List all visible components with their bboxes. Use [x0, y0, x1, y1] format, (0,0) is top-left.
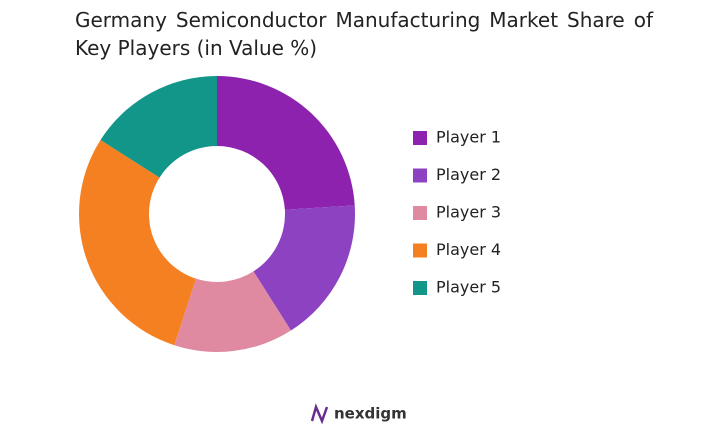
legend-swatch [413, 243, 427, 258]
logo-icon [310, 403, 329, 425]
legend-label: Player 3 [436, 203, 501, 222]
wedge [174, 271, 291, 352]
legend-swatch [413, 131, 427, 145]
legend-label: Player 2 [436, 165, 501, 184]
legend-swatch [413, 281, 427, 295]
legend-label: Player 5 [436, 278, 501, 297]
legend-swatch [413, 168, 427, 183]
legend-swatch [413, 206, 427, 220]
wedge [100, 76, 217, 178]
legend-label: Player 4 [436, 240, 501, 259]
legend-label: Player 1 [436, 128, 501, 147]
logo: nexdigm [310, 403, 407, 425]
wedge [253, 205, 355, 331]
chart-title: Germany Semiconductor Manufacturing Mark… [75, 8, 653, 60]
brand-name: nexdigm [334, 405, 407, 423]
wedge [217, 76, 355, 210]
wedge [79, 140, 196, 346]
